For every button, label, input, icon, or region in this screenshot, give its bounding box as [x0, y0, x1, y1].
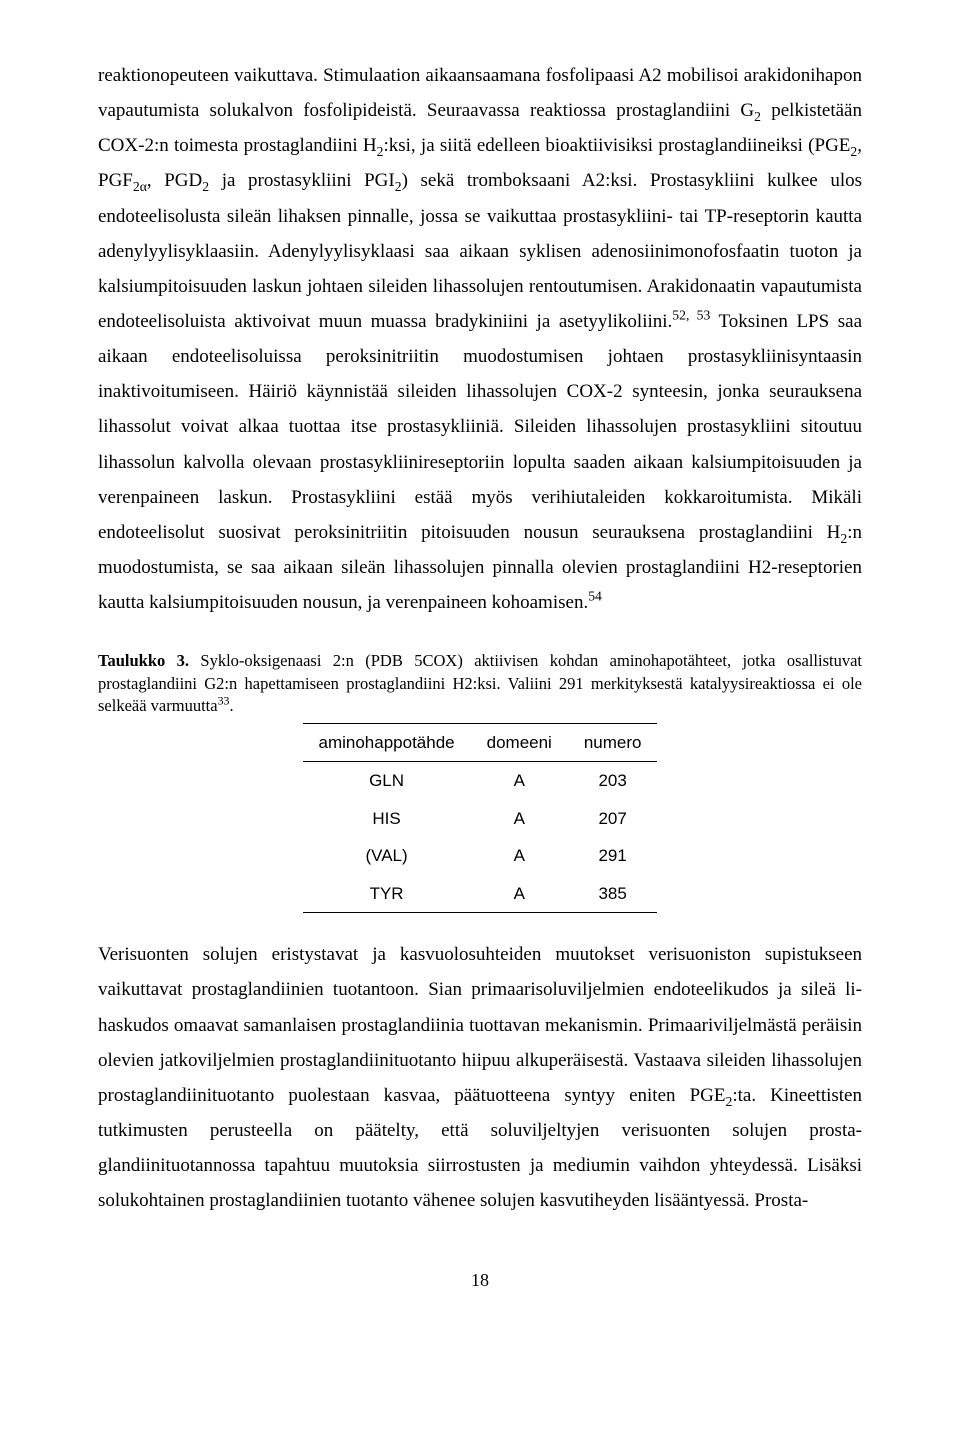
table-cell: A	[471, 762, 568, 800]
table-header-cell: domeeni	[471, 724, 568, 762]
table-row: (VAL)A291	[303, 837, 658, 874]
table-cell: 291	[568, 837, 658, 874]
table-cell: 207	[568, 800, 658, 837]
table-cell: A	[471, 875, 568, 913]
table-cell: 385	[568, 875, 658, 913]
table-header-cell: aminohappotähde	[303, 724, 471, 762]
table-cell: TYR	[303, 875, 471, 913]
table-3-wrap: aminohappotähde domeeni numero GLNA203HI…	[98, 723, 862, 913]
table-body: GLNA203HISA207(VAL)A291TYRA385	[303, 762, 658, 913]
paragraph-2: Verisuonten solujen eristystavat ja kasv…	[98, 937, 862, 1218]
table-3-caption: Taulukko 3. Syklo-oksigenaasi 2:n (PDB 5…	[98, 650, 862, 717]
table-3: aminohappotähde domeeni numero GLNA203HI…	[303, 723, 658, 913]
table-cell: (VAL)	[303, 837, 471, 874]
table-header-row: aminohappotähde domeeni numero	[303, 724, 658, 762]
table-row: GLNA203	[303, 762, 658, 800]
table-row: TYRA385	[303, 875, 658, 913]
table-cell: A	[471, 837, 568, 874]
table-cell: HIS	[303, 800, 471, 837]
table-cell: 203	[568, 762, 658, 800]
document-page: reaktionopeuteen vaikuttava. Stimulaatio…	[0, 0, 960, 1450]
paragraph-1: reaktionopeuteen vaikuttava. Stimulaatio…	[98, 58, 862, 620]
table-cell: GLN	[303, 762, 471, 800]
table-cell: A	[471, 800, 568, 837]
table-row: HISA207	[303, 800, 658, 837]
page-number: 18	[98, 1264, 862, 1297]
table-header-cell: numero	[568, 724, 658, 762]
